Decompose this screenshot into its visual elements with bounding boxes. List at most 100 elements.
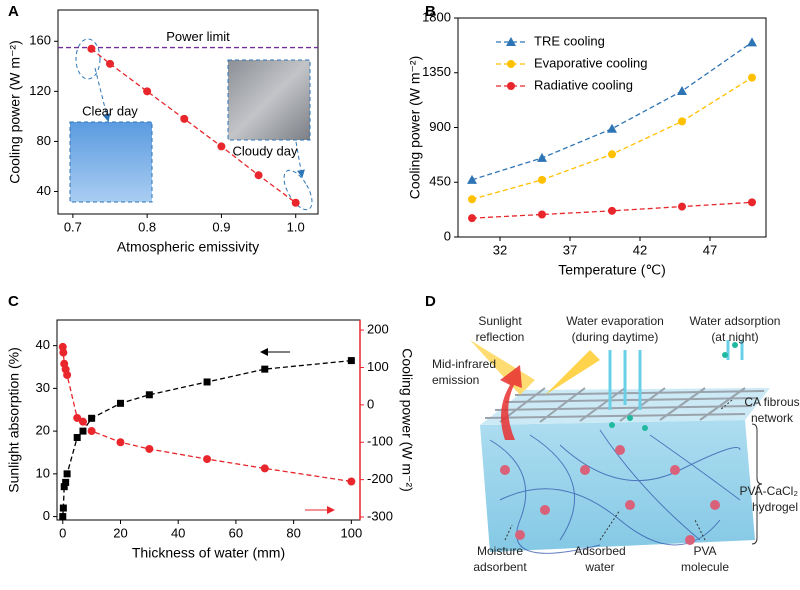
x-axis-label: Atmospheric emissivity — [117, 239, 259, 255]
panel-label: C — [8, 293, 19, 310]
x-axis-label: Thickness of water (mm) — [132, 545, 285, 561]
data-point — [203, 455, 212, 464]
data-point — [261, 365, 269, 373]
y-tick-label: 80 — [37, 133, 51, 148]
diagram-label: Mid-infrared — [432, 357, 496, 371]
y-tick-label: 10 — [36, 465, 50, 480]
annotation: Cloudy day — [232, 143, 298, 158]
data-point — [59, 504, 67, 512]
y-tick-label: 40 — [37, 183, 51, 198]
data-point — [347, 477, 356, 486]
diagram-label: PVA — [693, 544, 716, 558]
x-tick-label: 0.9 — [212, 219, 230, 234]
x-tick-label: 47 — [703, 242, 717, 257]
data-point — [78, 417, 87, 426]
data-point — [87, 427, 96, 436]
pointer — [94, 67, 111, 122]
reference-line-label: Power limit — [166, 29, 230, 44]
y-axis-label: Cooling power (W m⁻²) — [7, 40, 23, 184]
data-point — [63, 370, 72, 379]
diagram-label: Water adsorption — [690, 314, 781, 328]
data-point — [678, 202, 686, 211]
plot-frame — [57, 9, 319, 215]
data-point — [73, 434, 81, 442]
legend-label: TRE cooling — [534, 33, 605, 48]
diagram-label: network — [751, 411, 794, 425]
data-point — [538, 175, 546, 184]
diagram-label: adsorbent — [473, 560, 527, 574]
diagram-label: emission — [432, 373, 479, 387]
y-tick-label: 120 — [29, 83, 51, 98]
diagram-label: CA fibrous — [744, 395, 799, 409]
diagram-label: hydrogel — [752, 500, 798, 514]
y-tick-label: 30 — [36, 380, 50, 395]
series-line — [471, 41, 753, 181]
data-point — [143, 87, 152, 96]
data-point — [145, 391, 153, 399]
data-point — [607, 123, 617, 133]
data-point — [537, 152, 547, 162]
y2-tick-label: 0 — [367, 396, 374, 411]
x-axis-label: Temperature (℃) — [558, 262, 666, 278]
data-point — [260, 464, 269, 473]
y-tick-label: 0 — [43, 508, 50, 523]
x-tick-label: 0 — [59, 525, 66, 540]
data-point — [677, 86, 687, 95]
diagram-label: molecule — [681, 560, 729, 574]
data-point — [116, 438, 125, 447]
data-point — [106, 59, 114, 68]
x-tick-label: 60 — [229, 525, 243, 540]
data-point — [347, 357, 355, 365]
x-tick-label: 20 — [113, 525, 127, 540]
panel-label: A — [8, 3, 19, 20]
data-point — [63, 470, 71, 478]
data-point — [203, 378, 211, 386]
x-tick-label: 1.0 — [287, 219, 305, 234]
x-tick-label: 0.7 — [64, 219, 82, 234]
data-point — [468, 214, 476, 223]
y-tick-label: 1800 — [422, 9, 451, 24]
diagram-label: Sunlight — [478, 314, 522, 328]
annotation: Clear day — [82, 103, 138, 118]
y-tick-label: 40 — [36, 337, 50, 352]
data-point — [748, 73, 756, 82]
x-tick-label: 80 — [286, 525, 300, 540]
x-tick-label: 0.8 — [138, 219, 156, 234]
data-point — [73, 413, 82, 422]
legend-marker — [507, 82, 515, 90]
data-point — [145, 444, 154, 453]
diagram-label: (at night) — [711, 330, 758, 344]
highlight-ellipse — [283, 169, 313, 211]
clear-sky-inset — [69, 121, 153, 203]
data-point — [608, 150, 616, 159]
diagram-label: Moisture — [477, 544, 523, 558]
x-tick-label: 100 — [340, 525, 362, 540]
y2-tick-label: -200 — [367, 471, 393, 486]
x-tick-label: 42 — [633, 242, 647, 257]
cloudy-sky-inset — [227, 59, 311, 141]
diagram-label: (during daytime) — [572, 330, 659, 344]
data-point — [79, 427, 87, 435]
y-axis-label: Cooling power (W m⁻²) — [407, 56, 423, 200]
y-tick-label: 1350 — [422, 64, 451, 79]
data-point — [59, 348, 68, 357]
y2-tick-label: -300 — [367, 508, 393, 523]
panel-label: D — [425, 293, 436, 310]
diagram-label: reflection — [476, 330, 525, 344]
data-point — [62, 478, 70, 486]
legend-marker — [506, 37, 516, 46]
diagram-label: water — [584, 560, 614, 574]
data-point — [291, 198, 300, 207]
data-point — [254, 171, 263, 180]
y2-axis-label: Cooling power (W m⁻²) — [399, 348, 415, 492]
data-point — [468, 195, 476, 204]
pointer — [295, 141, 305, 178]
y2-tick-label: -100 — [367, 434, 393, 449]
diagram-label: PVA-CaCl₂ — [740, 484, 799, 498]
y-tick-label: 0 — [444, 228, 451, 243]
y-tick-label: 900 — [429, 119, 451, 134]
highlight-ellipse — [75, 38, 101, 80]
y-tick-label: 20 — [36, 423, 50, 438]
data-point — [747, 37, 757, 47]
data-point — [678, 117, 686, 126]
